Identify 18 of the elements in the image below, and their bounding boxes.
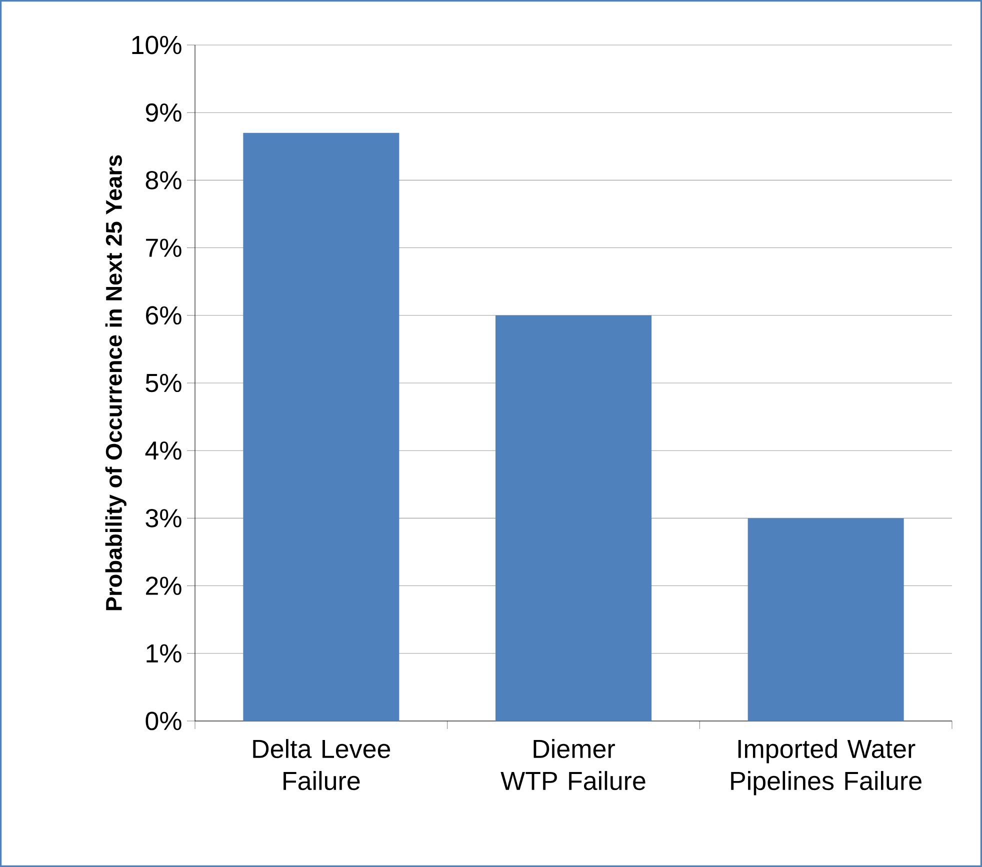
y-tick-label: 4%: [145, 442, 182, 460]
y-tick-label: 6%: [146, 306, 182, 325]
x-tick-label: Imported Water Pipelines Failure: [731, 739, 922, 796]
y-tick-label: 8%: [146, 170, 182, 190]
bar: [243, 132, 400, 721]
y-tick-label: 3%: [146, 508, 182, 528]
bar: [496, 315, 652, 721]
y-tick-label: 2%: [146, 576, 182, 595]
y-tick-label: 10%: [132, 36, 182, 54]
x-tick-label: Delta Levee Failure: [253, 739, 390, 790]
y-tick-label: 7%: [146, 238, 182, 257]
x-tick-label: Diemer WTP Failure: [500, 739, 646, 790]
y-tick-label: 1%: [146, 644, 182, 662]
y-tick-label: 0%: [146, 712, 182, 730]
y-tick-label: 5%: [146, 374, 182, 392]
bar: [748, 518, 904, 721]
y-tick-label: 9%: [146, 103, 182, 122]
y-axis-title: Probability of Occurrence in Next 25 Years: [105, 155, 126, 610]
